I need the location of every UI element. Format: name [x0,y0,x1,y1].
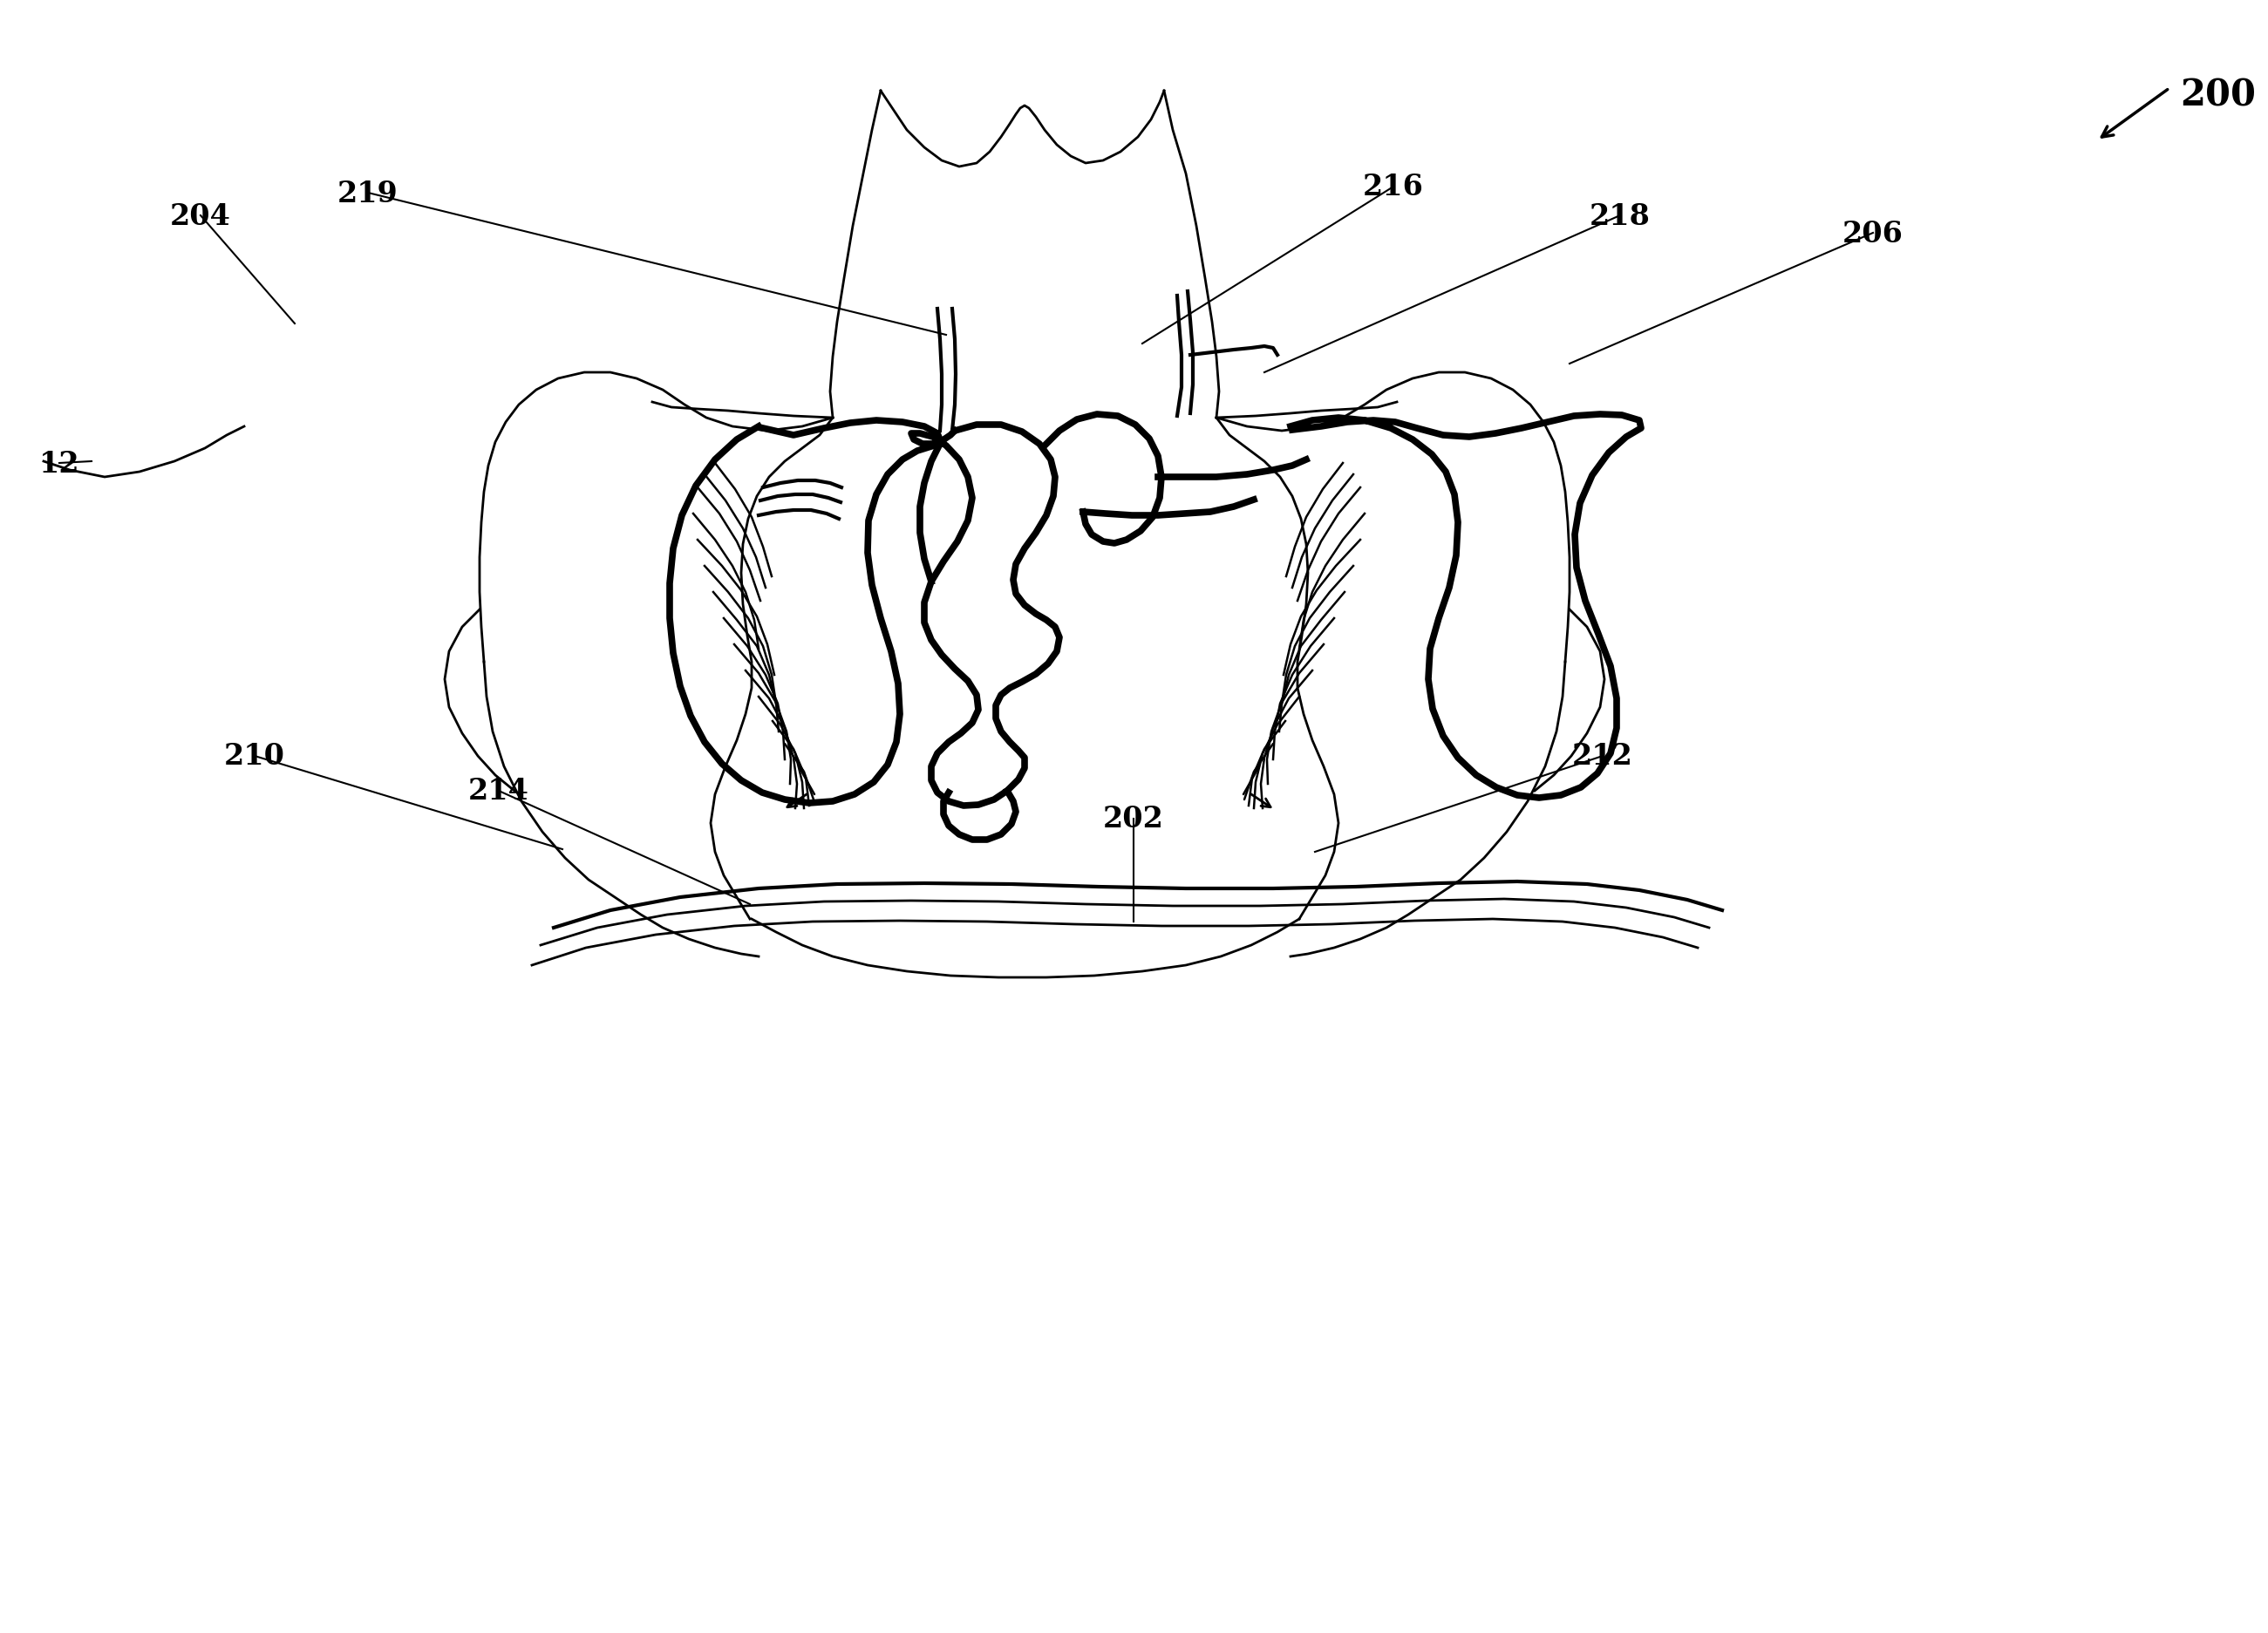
Text: 12: 12 [39,449,79,478]
Text: 214: 214 [467,777,528,805]
Text: 200: 200 [2180,77,2257,113]
Text: 218: 218 [1590,202,1651,230]
Text: 204: 204 [170,202,231,230]
Text: 219: 219 [338,180,399,207]
Text: 202: 202 [1102,805,1163,833]
Text: 206: 206 [1842,219,1903,248]
Text: 210: 210 [225,741,286,771]
Text: 212: 212 [1572,741,1633,771]
Text: 216: 216 [1363,173,1424,202]
